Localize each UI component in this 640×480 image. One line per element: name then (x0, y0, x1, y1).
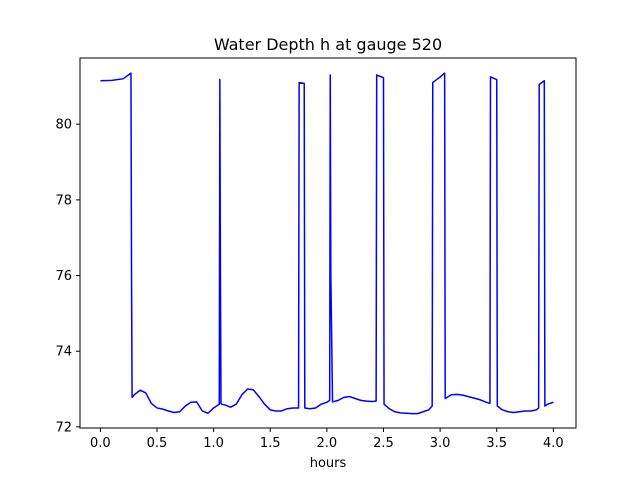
x-tick-label: 2.0 (317, 436, 338, 451)
axes-frame (79, 57, 577, 429)
y-tick-label: 80 (55, 118, 72, 133)
x-tick-label: 0.5 (147, 436, 168, 451)
y-tick-label: 76 (55, 269, 72, 284)
x-tick-label: 3.5 (486, 436, 507, 451)
x-axis-ticks: 0.0 0.5 1.0 1.5 2.0 2.5 3.0 3.5 4.0 (90, 428, 564, 451)
x-tick-label: 4.0 (543, 436, 564, 451)
y-tick-label: 74 (55, 345, 72, 360)
x-tick-label: 1.5 (260, 436, 281, 451)
y-tick-label: 72 (55, 420, 72, 435)
x-tick-label: 3.0 (430, 436, 451, 451)
x-axis-label: hours (310, 456, 347, 471)
y-tick-label: 78 (55, 193, 72, 208)
x-tick-label: 1.0 (203, 436, 224, 451)
x-tick-label: 0.0 (90, 436, 111, 451)
x-tick-label: 2.5 (373, 436, 394, 451)
chart-title: Water Depth h at gauge 520 (214, 35, 442, 54)
y-axis-ticks: 72 74 76 78 80 (55, 118, 80, 435)
series-line (100, 72, 554, 415)
plot-area (100, 72, 554, 415)
